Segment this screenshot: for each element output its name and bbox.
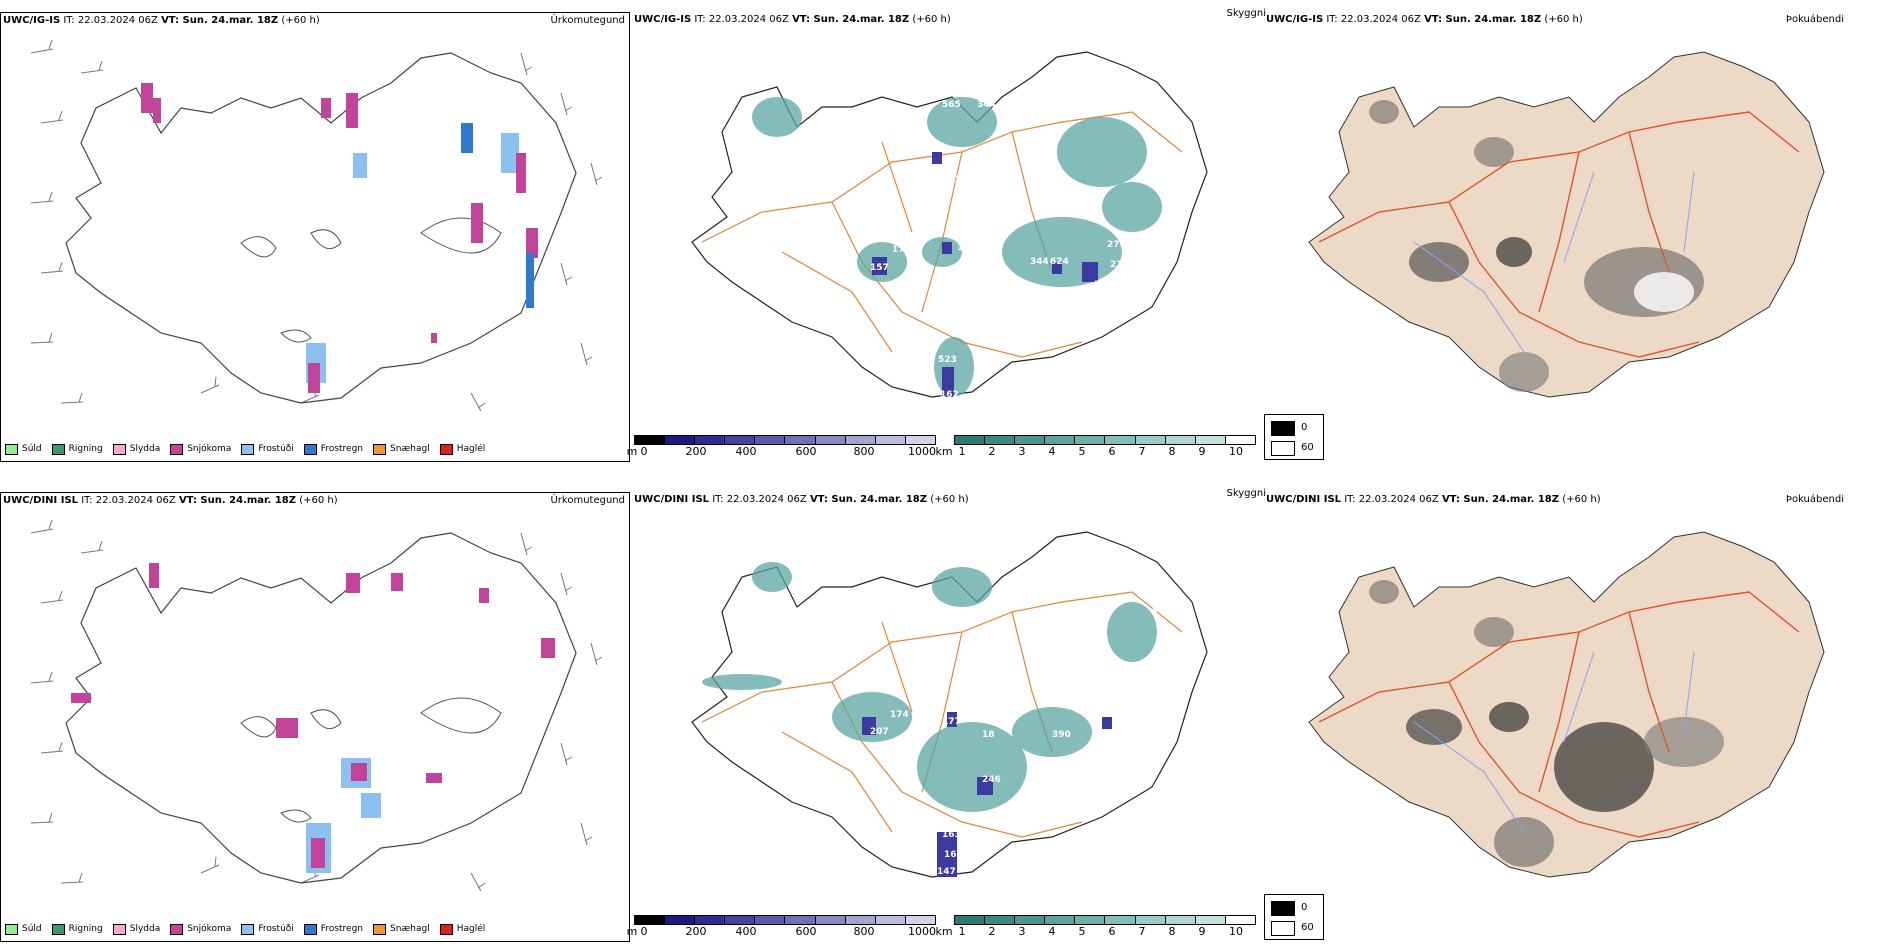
panel-header: UWC/DINI ISL IT: 22.03.2024 06Z VT: Sun.… <box>3 495 625 506</box>
fog-indicator-panel-top: UWC/IG-IS IT: 22.03.2024 06Z VT: Sun. 24… <box>1264 12 1900 462</box>
svg-text:20: 20 <box>962 615 975 625</box>
svg-text:7: 7 <box>872 365 878 375</box>
svg-text:17: 17 <box>892 245 905 255</box>
fog-gray-areas <box>1369 100 1704 392</box>
precip-type-panel-top: UWC/IG-IS IT: 22.03.2024 06Z VT: Sun. 24… <box>0 12 630 462</box>
iceland-land <box>1308 51 1825 398</box>
iceland-outline <box>691 51 1208 398</box>
svg-text:26: 26 <box>757 80 770 90</box>
panel-header: UWC/DINI ISL IT: 22.03.2024 06Z VT: Sun.… <box>634 488 1266 505</box>
svg-text:246: 246 <box>982 775 1001 785</box>
svg-text:167: 167 <box>944 850 963 860</box>
fog-indicator-panel-bottom: UWC/DINI ISL IT: 22.03.2024 06Z VT: Sun.… <box>1264 492 1900 942</box>
svg-text:565: 565 <box>942 100 961 110</box>
iceland-cloud-map: 26 565 344 3 99 17 11 157 7 344 624 276 … <box>691 51 1208 400</box>
roads <box>701 591 1183 838</box>
visibility-ticks: km 1 2 3 4 5 6 7 8 9 10 <box>935 925 1243 938</box>
iceland-land <box>1308 531 1825 878</box>
precip-type-legend: Súld Rigning Slydda Snjókoma Frostúði Fr… <box>5 921 485 937</box>
svg-text:147: 147 <box>937 867 956 877</box>
fog-roads <box>1318 111 1800 358</box>
height-colorbar <box>634 435 936 445</box>
svg-text:157: 157 <box>870 263 889 273</box>
fog-legend: 0 60 <box>1264 414 1324 460</box>
svg-text:162: 162 <box>940 390 959 400</box>
visibility-ticks: km 1 2 3 4 5 6 7 8 9 10 <box>935 445 1243 458</box>
svg-text:11: 11 <box>957 243 970 253</box>
svg-text:174: 174 <box>1112 727 1131 737</box>
precip-areas <box>71 563 555 873</box>
cloud-areas <box>702 562 1157 812</box>
cloud-visibility-panel-top: UWC/IG-IS IT: 22.03.2024 06Z VT: Sun. 24… <box>626 8 1266 462</box>
panel-header: UWC/IG-IS IT: 22.03.2024 06Z VT: Sun. 24… <box>1266 14 1844 25</box>
fog-gray-areas <box>1369 580 1724 867</box>
glacier-outlines <box>240 217 502 343</box>
cloud-base-areas <box>872 152 1098 397</box>
svg-text:28: 28 <box>927 820 940 830</box>
fog-rivers <box>1413 651 1695 833</box>
iceland-fog-map <box>1308 51 1825 398</box>
svg-text:624: 624 <box>1050 257 1069 267</box>
svg-text:523: 523 <box>938 355 957 365</box>
height-ticks: m 0 200 400 600 800 1000 <box>626 925 936 938</box>
wind-barbs <box>30 519 603 892</box>
svg-text:36: 36 <box>1094 567 1107 577</box>
svg-text:174: 174 <box>890 710 909 720</box>
svg-text:390: 390 <box>1052 730 1071 740</box>
precip-type-panel-bottom: UWC/DINI ISL IT: 22.03.2024 06Z VT: Sun.… <box>0 492 630 942</box>
iceland-outline <box>65 52 577 404</box>
panel-header: UWC/IG-IS IT: 22.03.2024 06Z VT: Sun. 24… <box>3 15 625 26</box>
fog-legend: 0 60 <box>1264 894 1324 940</box>
panel-header: UWC/DINI ISL IT: 22.03.2024 06Z VT: Sun.… <box>1266 494 1844 505</box>
fog-rivers <box>1413 171 1695 353</box>
iceland-outline <box>65 532 577 884</box>
cloud-labels: 36 36 43 20 174 207 177 18 246 390 174 1… <box>870 553 1165 877</box>
cloud-base-areas <box>862 712 1112 877</box>
iceland-precip-map <box>30 39 603 412</box>
svg-text:218: 218 <box>1110 260 1129 270</box>
svg-text:276: 276 <box>1107 240 1126 250</box>
visibility-colorbar <box>954 435 1256 445</box>
svg-text:344: 344 <box>1030 257 1049 267</box>
iceland-precip-map <box>30 519 603 892</box>
svg-text:163: 163 <box>942 830 961 840</box>
visibility-colorbar <box>954 915 1256 925</box>
iceland-cloud-map: 36 36 43 20 174 207 177 18 246 390 174 1… <box>691 531 1208 878</box>
svg-text:3: 3 <box>997 115 1003 125</box>
svg-text:36: 36 <box>1000 553 1013 563</box>
wind-barbs <box>30 39 603 412</box>
svg-text:222: 222 <box>1094 280 1113 290</box>
svg-text:207: 207 <box>870 727 889 737</box>
height-ticks: m 0 200 400 600 800 1000 <box>626 445 936 458</box>
panel-header: UWC/IG-IS IT: 22.03.2024 06Z VT: Sun. 24… <box>634 8 1266 25</box>
height-colorbar <box>634 915 936 925</box>
svg-text:177: 177 <box>942 717 961 727</box>
fog-roads <box>1318 591 1800 838</box>
svg-text:43: 43 <box>1152 605 1165 615</box>
svg-text:344: 344 <box>977 100 996 110</box>
svg-text:18: 18 <box>954 175 967 185</box>
precip-areas <box>141 83 538 393</box>
precip-type-legend: Súld Rigning Slydda Snjókoma Frostúði Fr… <box>5 441 485 457</box>
svg-text:99: 99 <box>1147 135 1160 145</box>
iceland-fog-map <box>1308 531 1825 878</box>
cloud-labels: 26 565 344 3 99 17 11 157 7 344 624 276 … <box>757 80 1160 400</box>
svg-text:18: 18 <box>982 730 995 740</box>
cloud-visibility-panel-bottom: UWC/DINI ISL IT: 22.03.2024 06Z VT: Sun.… <box>626 488 1266 942</box>
